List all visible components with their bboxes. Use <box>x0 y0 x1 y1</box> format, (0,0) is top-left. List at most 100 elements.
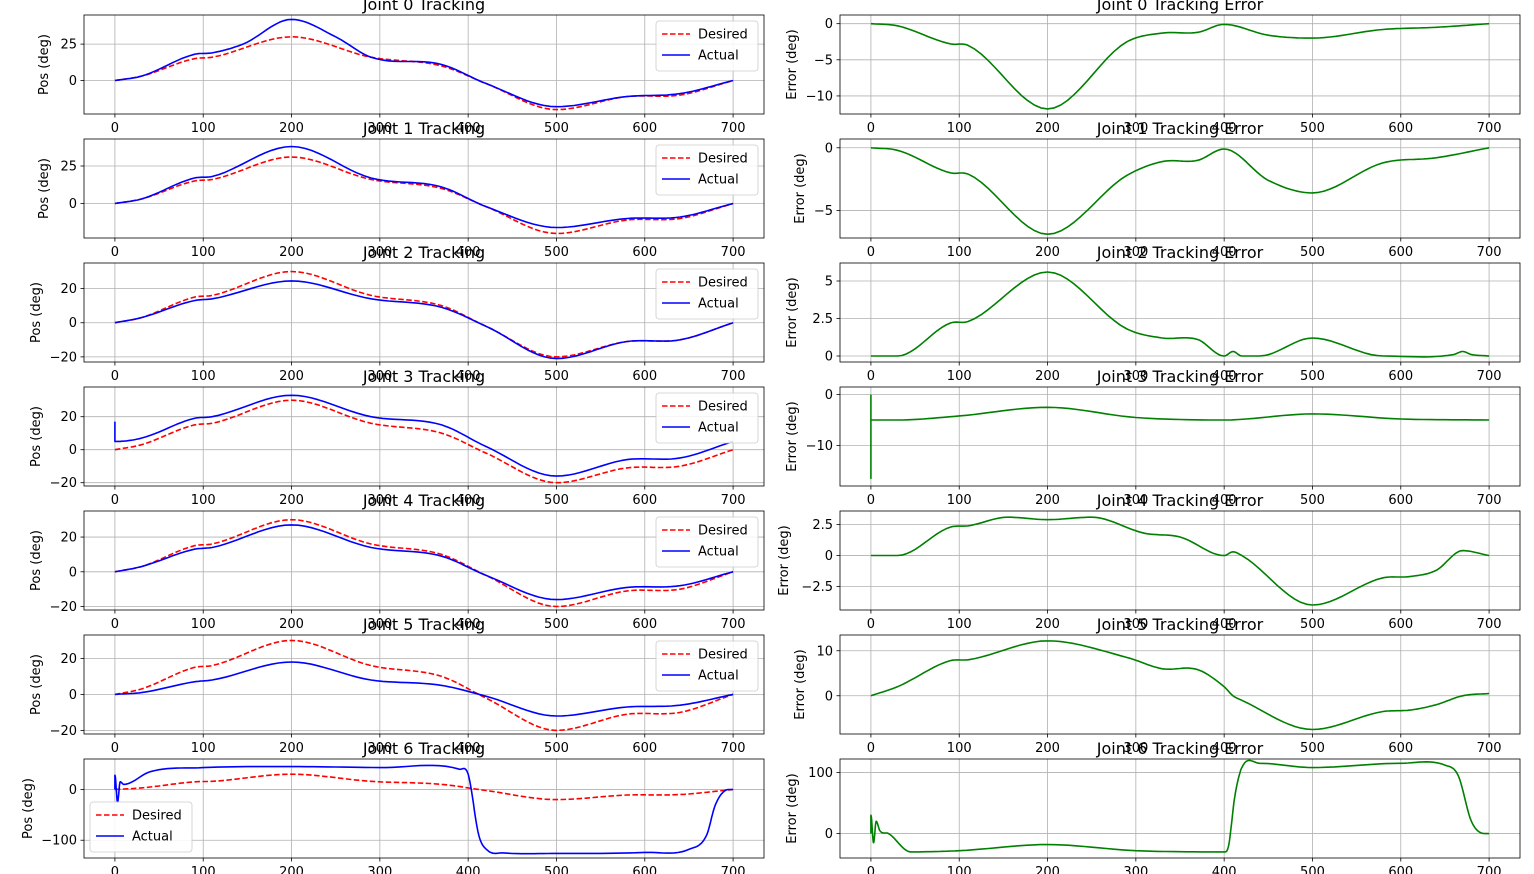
x-tick-label: 100 <box>191 865 216 874</box>
y-tick-label: 0 <box>825 141 833 156</box>
series-line-error <box>870 147 1490 235</box>
y-tick-label: 2.5 <box>812 312 833 327</box>
x-tick-label: 200 <box>279 369 304 384</box>
x-tick-label: 0 <box>111 865 119 874</box>
y-tick-label: 0 <box>69 443 77 458</box>
axes-frame <box>83 14 765 115</box>
legend-label-actual: Actual <box>698 545 739 560</box>
x-tick-label: 500 <box>544 493 569 508</box>
x-tick-label: 500 <box>1300 865 1325 874</box>
x-tick-label: 400 <box>456 245 481 260</box>
legend: Desired Actual <box>89 801 193 853</box>
x-tick-label: 200 <box>1035 493 1060 508</box>
x-tick-label: 200 <box>1035 369 1060 384</box>
x-tick-label: 300 <box>1123 121 1148 136</box>
x-tick-label: 0 <box>111 121 119 136</box>
legend-label-desired: Desired <box>698 276 748 291</box>
x-tick-label: 400 <box>1212 865 1237 874</box>
plot-area <box>84 387 764 486</box>
chart-title: Joint 6 Tracking Error <box>1096 739 1264 758</box>
chart-title: Joint 3 Tracking <box>362 367 485 386</box>
axes-frame <box>839 758 1521 859</box>
chart-title: Joint 4 Tracking <box>362 491 485 510</box>
y-tick-label: 0 <box>825 827 833 842</box>
plot-area <box>840 511 1520 610</box>
x-tick-label: 500 <box>544 369 569 384</box>
plot-area <box>84 263 764 362</box>
legend-label-actual: Actual <box>698 297 739 312</box>
legend: Desired Actual <box>655 392 759 444</box>
series-line-actual <box>114 394 734 477</box>
series-line-desired <box>114 156 734 235</box>
y-tick-label: 100 <box>808 766 833 781</box>
chart-title: Joint 0 Tracking Error <box>1096 0 1264 14</box>
x-tick-label: 0 <box>867 741 875 756</box>
y-tick-label: −20 <box>50 350 77 365</box>
y-tick-label: −20 <box>50 724 77 739</box>
x-tick-label: 400 <box>1212 121 1237 136</box>
x-tick-label: 500 <box>1300 493 1325 508</box>
axes-frame <box>83 262 765 363</box>
x-tick-label: 300 <box>367 369 392 384</box>
y-axis-label: Pos (deg) <box>21 778 36 839</box>
y-tick-label: 5 <box>825 275 833 290</box>
y-axis-label: Error (deg) <box>785 401 800 471</box>
x-tick-label: 500 <box>544 617 569 632</box>
chart-title: Joint 1 Tracking <box>362 119 485 138</box>
axes-frame <box>839 262 1521 363</box>
x-tick-label: 700 <box>721 865 746 874</box>
chart-title: Joint 0 Tracking <box>362 0 485 14</box>
y-tick-label: 20 <box>60 282 77 297</box>
plot-area <box>840 15 1520 114</box>
x-tick-label: 0 <box>867 369 875 384</box>
x-tick-label: 100 <box>947 369 972 384</box>
chart-title: Joint 5 Tracking Error <box>1096 615 1264 634</box>
legend-label-actual: Actual <box>698 49 739 64</box>
y-tick-label: 0 <box>69 565 77 580</box>
chart-title: Joint 5 Tracking <box>362 615 485 634</box>
plot-area <box>84 511 764 610</box>
axes-frame <box>83 758 765 859</box>
y-tick-label: −10 <box>806 439 833 454</box>
legend-label-desired: Desired <box>698 524 748 539</box>
chart-panel-2: 0 100 200 300 400 500 600 700 0 25 Pos (deg) Joint … <box>37 119 765 260</box>
chart-title: Joint 1 Tracking Error <box>1096 119 1264 138</box>
y-tick-label: 20 <box>60 652 77 667</box>
x-tick-label: 500 <box>1300 617 1325 632</box>
x-tick-label: 300 <box>1123 865 1148 874</box>
x-tick-label: 0 <box>867 865 875 874</box>
x-tick-label: 200 <box>1035 741 1060 756</box>
series-line-error <box>870 394 1490 480</box>
series-line-actual <box>114 18 734 108</box>
x-tick-label: 400 <box>456 741 481 756</box>
axes-frame <box>839 386 1521 487</box>
x-tick-label: 600 <box>1388 741 1413 756</box>
x-tick-label: 0 <box>867 493 875 508</box>
legend-label-desired: Desired <box>132 809 182 824</box>
plot-area <box>840 387 1520 486</box>
chart-panel-11: 0 100 200 300 400 500 600 700 0 10 Error (deg) Join… <box>793 615 1521 756</box>
x-tick-label: 100 <box>947 245 972 260</box>
chart-panel-12: 0 100 200 300 400 500 600 700 −100 0 Pos (deg) Join… <box>21 739 765 874</box>
x-tick-label: 700 <box>721 121 746 136</box>
y-tick-label: 0 <box>69 197 77 212</box>
x-tick-label: 300 <box>1123 617 1148 632</box>
x-tick-label: 500 <box>544 865 569 874</box>
x-tick-label: 400 <box>456 121 481 136</box>
x-tick-label: 700 <box>1477 245 1502 260</box>
y-tick-label: −20 <box>50 600 77 615</box>
y-axis-label: Pos (deg) <box>37 34 52 95</box>
x-tick-label: 100 <box>947 121 972 136</box>
x-tick-label: 0 <box>867 121 875 136</box>
chart-title: Joint 4 Tracking Error <box>1096 491 1264 510</box>
x-tick-label: 200 <box>279 617 304 632</box>
chart-title: Joint 2 Tracking <box>362 243 485 262</box>
y-tick-label: 20 <box>60 410 77 425</box>
x-tick-label: 0 <box>111 617 119 632</box>
x-tick-label: 200 <box>1035 121 1060 136</box>
x-tick-label: 200 <box>279 121 304 136</box>
x-tick-label: 100 <box>191 369 216 384</box>
series-line-actual <box>114 280 734 360</box>
y-tick-label: 0 <box>69 688 77 703</box>
legend: Desired Actual <box>655 516 759 568</box>
